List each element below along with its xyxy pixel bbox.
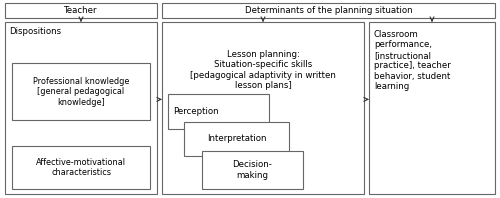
- Bar: [202, 151, 303, 189]
- Bar: [12, 63, 150, 120]
- Text: Perception: Perception: [173, 107, 218, 116]
- Bar: [184, 122, 289, 156]
- Bar: [162, 22, 364, 194]
- Bar: [168, 94, 269, 129]
- Text: Affective-motivational
characteristics: Affective-motivational characteristics: [36, 158, 126, 177]
- Text: Professional knowledge
[general pedagogical
knowledge]: Professional knowledge [general pedagogi…: [33, 77, 129, 107]
- Text: Decision-
making: Decision- making: [232, 160, 272, 180]
- Bar: [12, 146, 150, 189]
- Bar: [369, 22, 495, 194]
- Text: Lesson planning:
Situation-specific skills
[pedagogical adaptivity in written
le: Lesson planning: Situation-specific skil…: [190, 50, 336, 90]
- Bar: [162, 3, 495, 18]
- Text: Determinants of the planning situation: Determinants of the planning situation: [244, 6, 412, 15]
- Text: Interpretation: Interpretation: [207, 134, 266, 144]
- Bar: [5, 22, 157, 194]
- Bar: [5, 3, 157, 18]
- Text: Dispositions: Dispositions: [9, 27, 61, 36]
- Text: Classroom
performance,
[instructional
practice], teacher
behavior, student
learn: Classroom performance, [instructional pr…: [374, 30, 451, 91]
- Text: Teacher: Teacher: [64, 6, 98, 15]
